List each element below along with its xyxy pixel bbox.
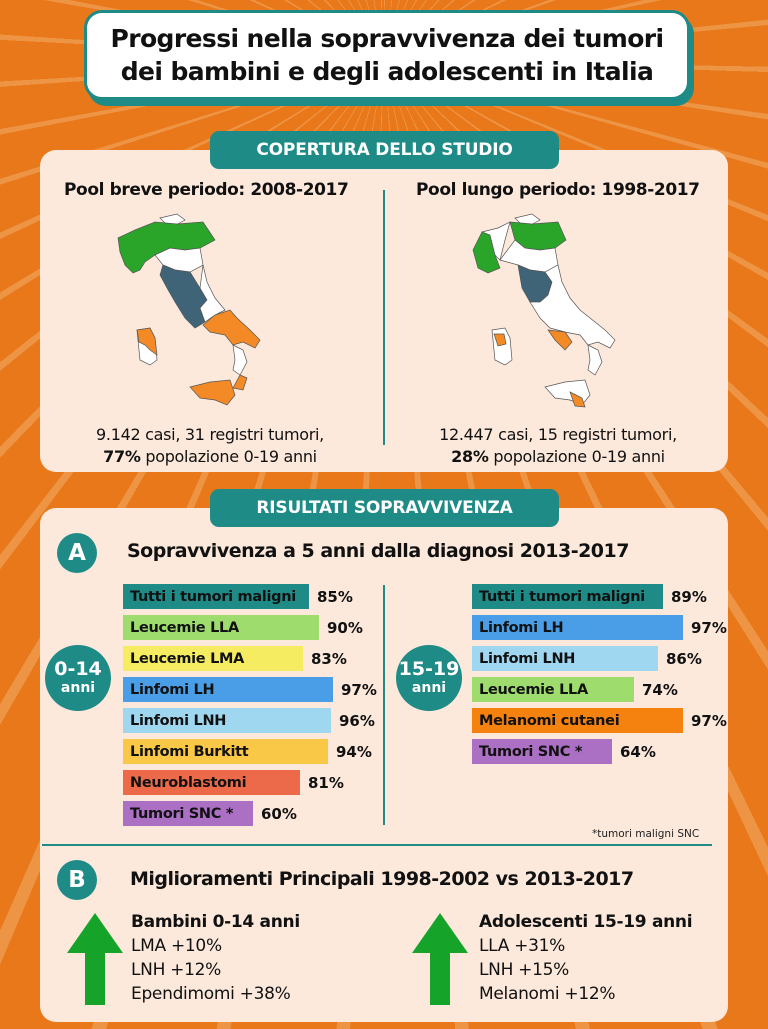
long-pool-pct: 28% bbox=[451, 447, 489, 466]
section-b-title: Miglioramenti Principali 1998-2002 vs 20… bbox=[130, 868, 634, 890]
page-title-line1: Progressi nella sopravvivenza dei tumori bbox=[110, 24, 665, 53]
bar-value: 64% bbox=[620, 742, 656, 761]
age-badge-0-14: 0-14 anni bbox=[45, 645, 111, 711]
bar: Linfomi LNH bbox=[123, 708, 331, 733]
bar-value: 94% bbox=[336, 742, 372, 761]
improvement-item: Ependimomi +38% bbox=[131, 984, 291, 1004]
improvements-teens: Adolescenti 15-19 anni LLA +31% LNH +15%… bbox=[479, 912, 693, 1004]
short-pool-caption: 9.142 casi, 31 registri tumori, 77% popo… bbox=[96, 425, 324, 466]
bar-value: 83% bbox=[311, 649, 347, 668]
bar-row: Leucemie LMA 83% bbox=[123, 643, 383, 674]
bar-row: Tumori SNC * 64% bbox=[472, 736, 727, 767]
section-b-badge: B bbox=[57, 860, 97, 900]
improvement-item: LNH +12% bbox=[131, 960, 222, 980]
age-badge-15-19: 15-19 anni bbox=[396, 645, 462, 711]
bar-row: Leucemie LLA 90% bbox=[123, 612, 383, 643]
bar-value: 81% bbox=[308, 773, 344, 792]
bar-row: Tutti i tumori maligni 85% bbox=[123, 581, 383, 612]
section-divider bbox=[42, 844, 712, 846]
arrow-up-icon-children bbox=[67, 913, 123, 1005]
bar-value: 97% bbox=[691, 618, 727, 637]
bar: Tumori SNC * bbox=[123, 801, 253, 826]
bar: Leucemie LMA bbox=[123, 646, 303, 671]
bar-value: 60% bbox=[261, 804, 297, 823]
improvements-children: Bambini 0-14 anni LMA +10% LNH +12% Epen… bbox=[131, 912, 300, 1004]
improvement-item: LNH +15% bbox=[479, 960, 570, 980]
bar-value: 86% bbox=[666, 649, 702, 668]
improvement-item: Melanomi +12% bbox=[479, 984, 616, 1004]
bar-value: 89% bbox=[671, 587, 707, 606]
bar-value: 97% bbox=[691, 711, 727, 730]
footnote: *tumori maligni SNC bbox=[592, 828, 700, 840]
bar: Linfomi LNH bbox=[472, 646, 658, 671]
long-pool-caption: 12.447 casi, 15 registri tumori, 28% pop… bbox=[439, 425, 677, 466]
short-pool-title: Pool breve periodo: 2008-2017 bbox=[64, 180, 349, 200]
section-a-title: Sopravvivenza a 5 anni dalla diagnosi 20… bbox=[127, 540, 629, 562]
bar-row: Linfomi LNH 86% bbox=[472, 643, 727, 674]
bar-row: Tutti i tumori maligni 89% bbox=[472, 581, 727, 612]
bar-value: 96% bbox=[339, 711, 375, 730]
section-a-badge: A bbox=[57, 533, 97, 573]
results-tab: RISULTATI SOPRAVVIVENZA bbox=[210, 489, 559, 527]
bar: Leucemie LLA bbox=[123, 615, 319, 640]
bar-row: Linfomi LH 97% bbox=[472, 612, 727, 643]
bar-value: 85% bbox=[317, 587, 353, 606]
bar: Neuroblastomi bbox=[123, 770, 300, 795]
bar-row: Linfomi LNH 96% bbox=[123, 705, 383, 736]
coverage-tab: COPERTURA DELLO STUDIO bbox=[210, 131, 559, 169]
bar: Linfomi Burkitt bbox=[123, 739, 328, 764]
bar: Tutti i tumori maligni bbox=[123, 584, 309, 609]
page-title-line2: dei bambini e degli adolescenti in Itali… bbox=[120, 57, 654, 86]
italy-map-short-pool bbox=[117, 213, 261, 406]
bar-value: 90% bbox=[327, 618, 363, 637]
survival-divider bbox=[383, 585, 385, 825]
bar: Linfomi LH bbox=[123, 677, 333, 702]
bar: Leucemie LLA bbox=[472, 677, 634, 702]
arrow-up-icon-teens bbox=[412, 913, 468, 1005]
bar: Tutti i tumori maligni bbox=[472, 584, 663, 609]
survival-chart-0-14: Tutti i tumori maligni 85% Leucemie LLA 90%… bbox=[123, 581, 383, 829]
title-box: Progressi nella sopravvivenza dei tumori… bbox=[84, 10, 690, 100]
bar-row: Melanomi cutanei 97% bbox=[472, 705, 727, 736]
bar-value: 97% bbox=[341, 680, 377, 699]
bar: Linfomi LH bbox=[472, 615, 683, 640]
bar: Melanomi cutanei bbox=[472, 708, 683, 733]
survival-chart-15-19: Tutti i tumori maligni 89% Linfomi LH 97% Li… bbox=[472, 581, 727, 767]
coverage-divider bbox=[383, 190, 385, 445]
improvement-item: LLA +31% bbox=[479, 936, 565, 956]
bar-row: Linfomi LH 97% bbox=[123, 674, 383, 705]
bar: Tumori SNC * bbox=[472, 739, 612, 764]
short-pool-pct: 77% bbox=[103, 447, 141, 466]
bar-row: Tumori SNC * 60% bbox=[123, 798, 383, 829]
italy-map-long-pool bbox=[472, 213, 616, 408]
bar-row: Leucemie LLA 74% bbox=[472, 674, 727, 705]
bar-row: Linfomi Burkitt 94% bbox=[123, 736, 383, 767]
bar-row: Neuroblastomi 81% bbox=[123, 767, 383, 798]
long-pool-title: Pool lungo periodo: 1998-2017 bbox=[416, 180, 700, 200]
improvement-item: LMA +10% bbox=[131, 936, 222, 956]
bar-value: 74% bbox=[642, 680, 678, 699]
